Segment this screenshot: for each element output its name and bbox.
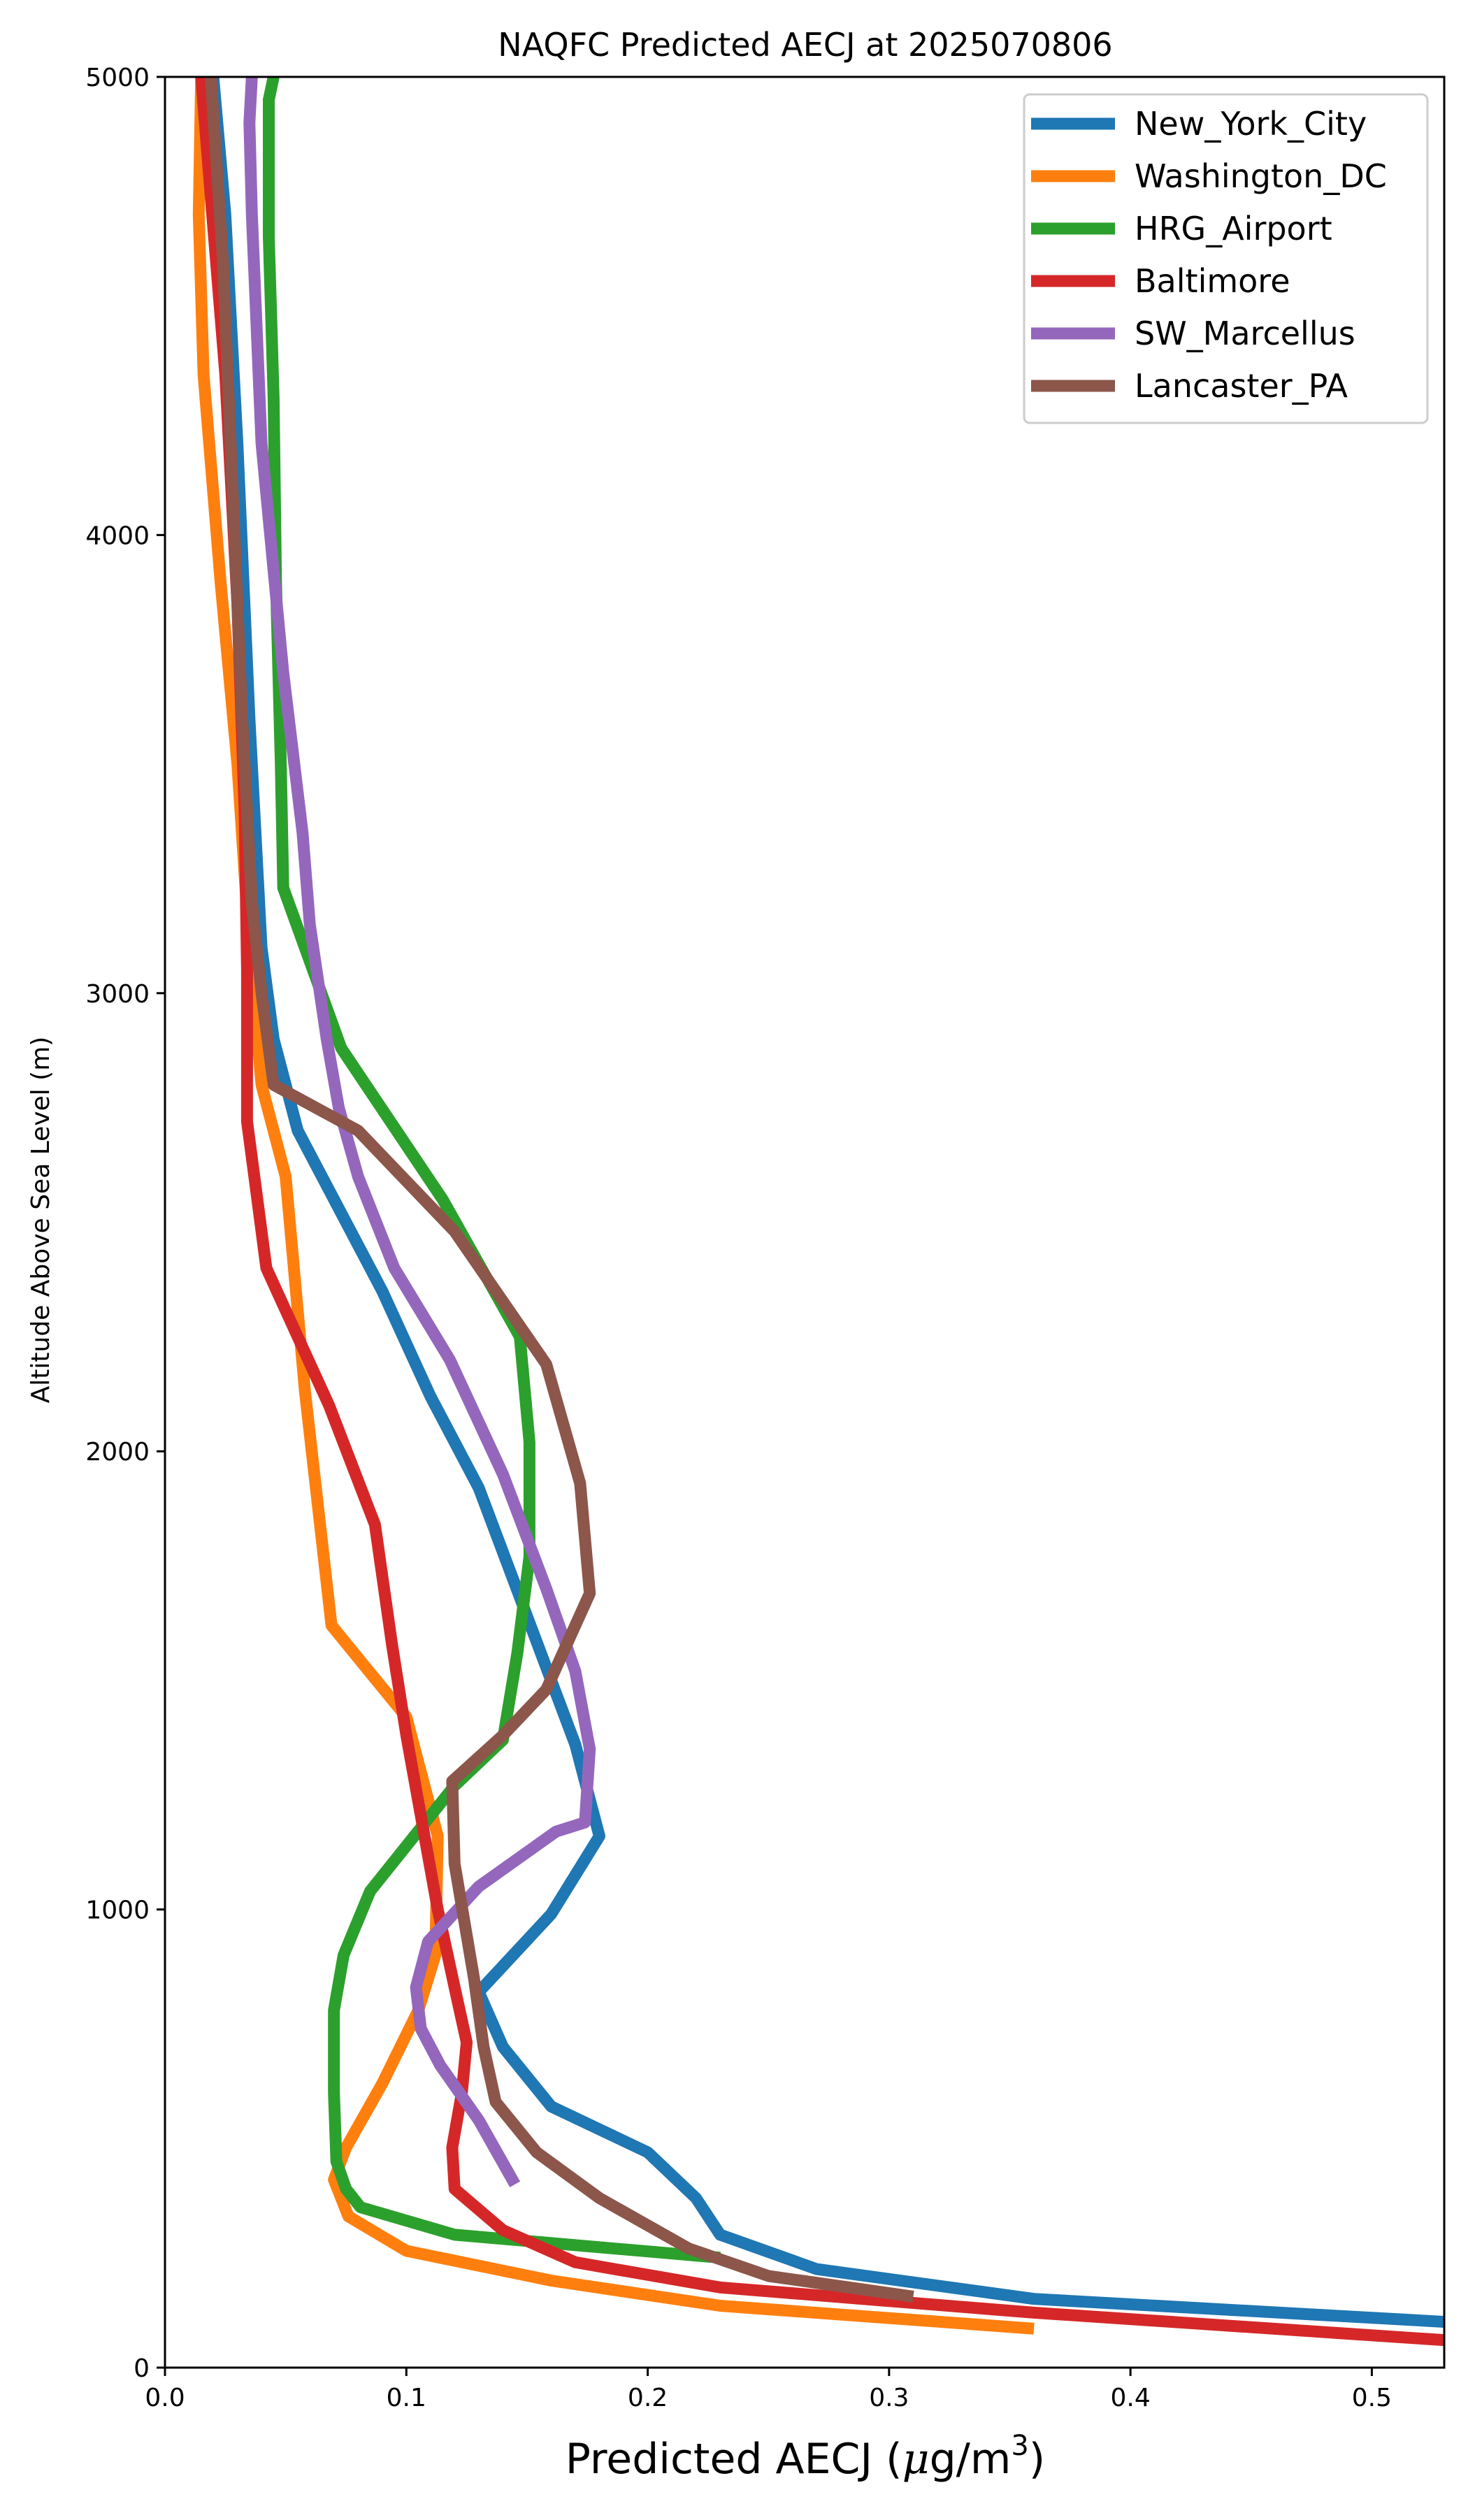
x-axis-label-prefix: Predicted AECJ ( [566, 2435, 902, 2484]
plot-frame [164, 75, 1446, 2369]
x-axis-label-mu: μ [902, 2435, 930, 2484]
x-tick-label: 0.4 [1110, 2384, 1150, 2412]
x-axis-label-suffix: ) [1029, 2435, 1045, 2484]
x-tick-label: 0.5 [1352, 2384, 1392, 2412]
legend-box [1023, 93, 1429, 424]
chart-title: NAQFC Predicted AECJ at 2025070806 [498, 26, 1112, 64]
x-axis-label: Predicted AECJ (μg/m3) [566, 2430, 1045, 2484]
x-tick-label: 0.2 [628, 2384, 668, 2412]
legend-label-lancaster-pa: Lancaster_PA [1135, 367, 1348, 405]
series-line-lancaster-pa [205, 77, 914, 2303]
series-line-washington-dc [192, 77, 1035, 2335]
y-tick-label: 2000 [85, 1438, 150, 1467]
x-tick-label: 0.1 [387, 2384, 426, 2412]
legend: New_York_City Washington_DC HRG_Airport Bal… [1023, 93, 1429, 424]
series-layer [192, 77, 1444, 2347]
legend-label-sw-marcellus: SW_Marcellus [1135, 315, 1355, 352]
y-tick-label: 3000 [85, 980, 150, 1009]
y-tick-label: 5000 [85, 64, 150, 92]
y-tick-label: 4000 [85, 521, 150, 550]
x-axis: 0.0 0.1 0.2 0.3 0.4 0.5 [145, 2368, 1392, 2412]
x-tick-label: 0.0 [145, 2384, 185, 2412]
legend-label-baltimore: Baltimore [1135, 262, 1290, 300]
x-axis-label-unit: g/m [930, 2435, 1012, 2484]
y-axis-label: Altitude Above Sea Level (m) [27, 1037, 55, 1404]
x-axis-label-superscript: 3 [1011, 2430, 1028, 2462]
legend-label-washington-dc: Washington_DC [1135, 157, 1387, 195]
legend-label-new-york-city: New_York_City [1135, 105, 1367, 143]
series-line-sw-marcellus [243, 77, 596, 2187]
legend-label-hrg-airport: HRG_Airport [1135, 210, 1332, 247]
y-tick-label: 0 [134, 2354, 150, 2383]
x-tick-label: 0.3 [869, 2384, 909, 2412]
y-tick-label: 1000 [85, 1896, 150, 1925]
y-axis: 0 1000 2000 3000 4000 5000 [85, 64, 165, 2383]
